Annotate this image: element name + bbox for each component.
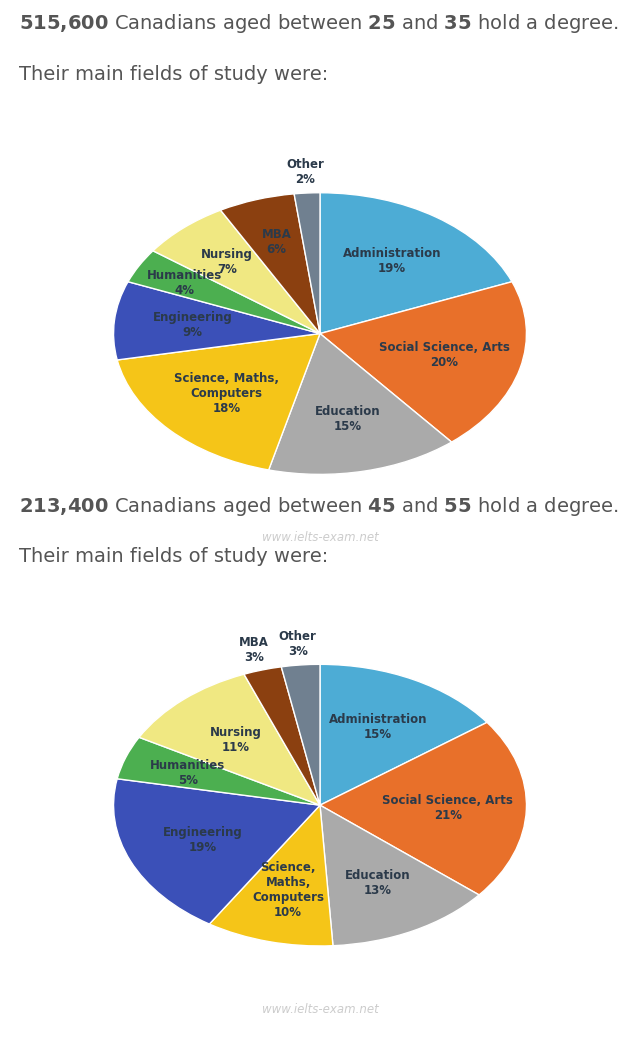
Text: Education
15%: Education 15%: [315, 405, 381, 433]
Text: $\mathbf{515{,}600}$ Canadians aged between $\mathbf{25}$ and $\mathbf{35}$ hold: $\mathbf{515{,}600}$ Canadians aged betw…: [19, 13, 619, 36]
Text: Other
3%: Other 3%: [278, 630, 317, 658]
Wedge shape: [221, 194, 320, 333]
Text: Engineering
9%: Engineering 9%: [153, 311, 232, 340]
Text: Engineering
19%: Engineering 19%: [163, 826, 243, 854]
Text: www.ielts-exam.net: www.ielts-exam.net: [262, 1003, 378, 1016]
Text: Other
2%: Other 2%: [286, 158, 324, 185]
Wedge shape: [244, 667, 320, 805]
Text: Social Science, Arts
21%: Social Science, Arts 21%: [383, 794, 513, 822]
Wedge shape: [209, 805, 333, 946]
Text: Administration
15%: Administration 15%: [329, 714, 428, 741]
Text: Their main fields of study were:: Their main fields of study were:: [19, 547, 328, 566]
Text: Humanities
4%: Humanities 4%: [147, 268, 222, 297]
Wedge shape: [153, 211, 320, 333]
Text: www.ielts-exam.net: www.ielts-exam.net: [262, 531, 378, 544]
Wedge shape: [320, 282, 527, 442]
Wedge shape: [320, 722, 527, 895]
Text: Nursing
11%: Nursing 11%: [209, 725, 261, 754]
Wedge shape: [113, 282, 320, 359]
Wedge shape: [269, 333, 452, 475]
Text: Administration
19%: Administration 19%: [342, 247, 441, 276]
Wedge shape: [117, 333, 320, 470]
Wedge shape: [117, 738, 320, 805]
Wedge shape: [282, 664, 320, 805]
Wedge shape: [294, 193, 320, 333]
Text: Science, Maths,
Computers
18%: Science, Maths, Computers 18%: [174, 372, 279, 415]
Text: Humanities
5%: Humanities 5%: [150, 759, 225, 787]
Text: MBA
6%: MBA 6%: [262, 228, 292, 257]
Wedge shape: [320, 193, 512, 333]
Text: Education
13%: Education 13%: [346, 869, 411, 897]
Text: $\mathbf{213{,}400}$ Canadians aged between $\mathbf{45}$ and $\mathbf{55}$ hold: $\mathbf{213{,}400}$ Canadians aged betw…: [19, 495, 619, 518]
Text: MBA
3%: MBA 3%: [239, 636, 269, 663]
Wedge shape: [320, 664, 487, 805]
Wedge shape: [320, 805, 479, 945]
Text: Their main fields of study were:: Their main fields of study were:: [19, 65, 328, 84]
Wedge shape: [113, 779, 320, 924]
Text: Social Science, Arts
20%: Social Science, Arts 20%: [378, 342, 509, 369]
Wedge shape: [128, 250, 320, 333]
Text: Science,
Maths,
Computers
10%: Science, Maths, Computers 10%: [252, 860, 324, 919]
Text: Nursing
7%: Nursing 7%: [201, 247, 253, 276]
Wedge shape: [139, 674, 320, 805]
